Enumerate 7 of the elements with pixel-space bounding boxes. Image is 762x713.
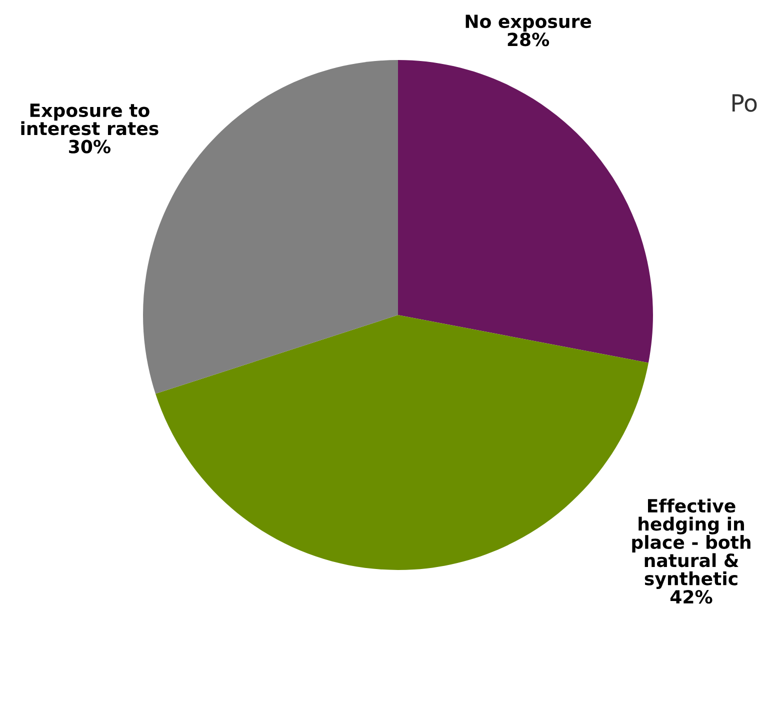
data-label: 28% (508, 32, 550, 46)
data-label: 30% (69, 140, 110, 154)
slice-label: Exposure to interest rates (21, 104, 158, 136)
text: Po (732, 94, 757, 112)
slice-label: No exposure (466, 14, 592, 32)
slice-label: Effective hedging in place - both natural & synthetic (632, 498, 750, 589)
data-label: 42% (670, 590, 712, 604)
